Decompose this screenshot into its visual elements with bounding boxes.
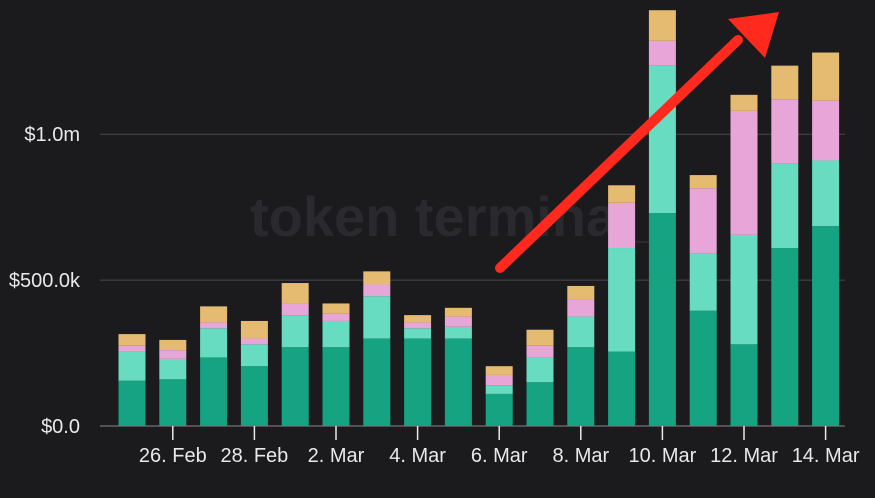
bar-segment [526, 329, 554, 346]
bar-segment [485, 366, 513, 375]
bar-segment [118, 380, 146, 426]
bar-segment [159, 379, 187, 426]
bar-segment [730, 344, 758, 426]
bar-segment [363, 338, 391, 426]
bar-segment [485, 374, 513, 386]
bar-group [118, 10, 840, 426]
bar-segment [118, 334, 146, 346]
x-tick-label: 12. Mar [710, 445, 778, 467]
y-axis: $0.0 $500.0k $1.0m [9, 124, 81, 438]
bar-segment [444, 326, 472, 339]
bar-segment [281, 315, 309, 348]
x-tick-label: 10. Mar [628, 445, 696, 467]
bar-segment [648, 10, 676, 41]
bar-segment [648, 65, 676, 213]
x-tick-label: 2. Mar [308, 445, 365, 467]
bar-segment [444, 316, 472, 327]
bar-segment [200, 357, 228, 426]
x-tick-label: 14. Mar [792, 445, 860, 467]
bar-segment [322, 320, 350, 348]
y-tick-label: $500.0k [9, 270, 81, 292]
bar-segment [159, 350, 187, 359]
bar-segment [281, 347, 309, 426]
bar-segment [363, 271, 391, 285]
bar-segment [730, 110, 758, 235]
bar-segment [240, 320, 268, 339]
bar-segment [322, 303, 350, 314]
trend-arrow [495, 12, 779, 273]
bar-segment [771, 65, 799, 100]
bar-segment [159, 358, 187, 380]
bar-segment [812, 226, 840, 426]
x-axis: 26. Feb 28. Feb 2. Mar 4. Mar 6. Mar 8. Mar 10… [139, 426, 860, 467]
bar-segment [485, 385, 513, 394]
bar-segment [812, 160, 840, 227]
bar-segment [159, 339, 187, 351]
bar-segment [771, 99, 799, 164]
bar-segment [526, 345, 554, 358]
bar-segment [812, 52, 840, 101]
bar-segment [608, 185, 636, 203]
bar-segment [771, 163, 799, 249]
watermark: token terminal_ [250, 185, 665, 248]
bar-segment [567, 347, 595, 426]
bar-segment [648, 213, 676, 426]
bar-segment [404, 338, 432, 426]
arrow-head [728, 12, 779, 58]
bar-segment [200, 322, 228, 329]
y-tick-label: $1.0m [24, 124, 80, 146]
bar-segment [485, 393, 513, 426]
bar-segment [118, 345, 146, 352]
bar-segment [689, 188, 717, 254]
bar-segment [730, 234, 758, 345]
bar-segment [730, 94, 758, 111]
x-tick-label: 4. Mar [389, 445, 446, 467]
x-tick-label: 6. Mar [471, 445, 528, 467]
bar-segment [404, 328, 432, 339]
bar-segment [404, 322, 432, 329]
bar-segment [567, 285, 595, 300]
bar-segment [648, 40, 676, 66]
y-tick-label: $0.0 [41, 416, 80, 438]
bar-segment [812, 100, 840, 161]
x-tick-label: 8. Mar [552, 445, 609, 467]
bar-segment [363, 284, 391, 297]
bar-segment [444, 338, 472, 426]
bar-segment [567, 299, 595, 317]
bar-segment [526, 357, 554, 383]
bar-segment [281, 283, 309, 304]
bar-segment [567, 316, 595, 348]
bar-segment [240, 338, 268, 345]
bar-segment [689, 253, 717, 311]
bar-segment [771, 248, 799, 426]
bar-segment [200, 306, 228, 323]
bar-segment [363, 296, 391, 339]
x-tick-label: 26. Feb [139, 445, 207, 467]
bar-segment [526, 382, 554, 426]
bar-segment [608, 351, 636, 426]
bar-segment [689, 175, 717, 189]
bar-segment [240, 344, 268, 367]
bar-segment [404, 315, 432, 323]
bar-segment [322, 313, 350, 321]
bar-segment [281, 303, 309, 316]
arrow-shaft [495, 35, 743, 273]
bar-segment [240, 366, 268, 426]
bar-segment [689, 310, 717, 426]
bar-segment [322, 347, 350, 426]
bar-segment [200, 328, 228, 358]
bar-segment [118, 351, 146, 381]
x-tick-label: 28. Feb [220, 445, 288, 467]
bar-segment [608, 202, 636, 249]
bar-segment [444, 307, 472, 317]
bar-segment [608, 248, 636, 352]
